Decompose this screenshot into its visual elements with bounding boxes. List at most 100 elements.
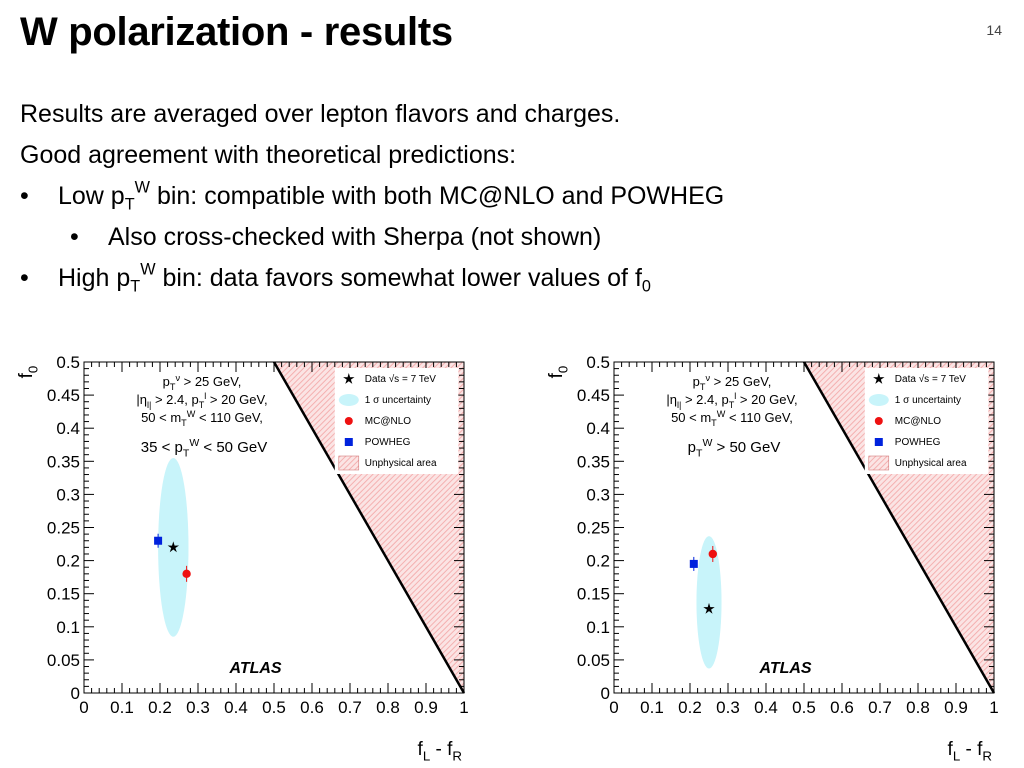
- bullet-low-pt: • Low pTW bin: compatible with both MC@NL…: [20, 176, 724, 217]
- legend-unphysical-marker: [338, 455, 360, 471]
- x-tick-label: 1: [459, 698, 468, 717]
- legend-ellipse-marker: [338, 394, 359, 406]
- legend-entry: Unphysical area: [895, 458, 967, 469]
- y-tick-label: 0.05: [47, 651, 80, 670]
- bullet-high-pt-post: bin: data favors somewhat lower values o…: [155, 264, 642, 292]
- x-tick-label: 0.4: [224, 698, 248, 717]
- x-tick-label: 0.7: [338, 698, 362, 717]
- x-tick-label: 0.3: [186, 698, 210, 717]
- y-tick-label: 0.15: [47, 585, 80, 604]
- legend-entry: MC@NLO: [365, 416, 411, 427]
- bullet-low-pt-sub: T: [124, 195, 135, 214]
- y-tick-label: 0.4: [56, 419, 80, 438]
- x-tick-label: 0.5: [792, 698, 816, 717]
- legend-powheg-marker: [344, 438, 353, 446]
- y-tick-label: 0.1: [586, 618, 610, 637]
- legend-entry: MC@NLO: [895, 416, 941, 427]
- legend-ellipse-marker: [868, 394, 889, 406]
- data-marker: [167, 541, 180, 553]
- bullet-high-pt-pre: High p: [58, 264, 131, 292]
- body-line-1: Results are averaged over lepton flavors…: [20, 100, 621, 128]
- slide-title: W polarization - results: [20, 10, 453, 54]
- y-tick-label: 0.1: [56, 618, 80, 637]
- bullet-dot: •: [20, 264, 29, 292]
- x-tick-label: 0.2: [148, 698, 172, 717]
- y-tick-label: 0.25: [47, 519, 80, 538]
- powheg-marker: [154, 536, 163, 545]
- legend-entry: POWHEG: [895, 437, 941, 448]
- body-line-2: Good agreement with theoretical predicti…: [20, 141, 517, 169]
- bullet-dot: •: [20, 182, 29, 210]
- x-tick-label: 0.2: [678, 698, 702, 717]
- legend-data-marker: [873, 373, 885, 384]
- y-tick-label: 0.25: [577, 519, 610, 538]
- bullet-dot: •: [70, 223, 79, 251]
- chart-svg: 0 0.1 0.2 0.3 0.4 0.5 0.6 0.7 0.8 0.9 1 0 0.05 0.1 0.1…: [546, 353, 999, 761]
- mcatnlo-marker: [708, 549, 717, 559]
- x-tick-label: 0.4: [754, 698, 778, 717]
- cut-text: |ηl| > 2.4, pTl > 20 GeV,: [666, 391, 797, 410]
- x-axis-label: fL - fR: [948, 739, 992, 761]
- plot-high-pt: 0 0.1 0.2 0.3 0.4 0.5 0.6 0.7 0.8 0.9 1 0 0.05 0.1 0.1…: [544, 346, 1024, 761]
- y-tick-label: 0.35: [577, 452, 610, 471]
- cut-text: 50 < mTW < 110 GeV,: [141, 409, 263, 428]
- x-tick-label: 0.8: [376, 698, 400, 717]
- x-axis-label: fL - fR: [418, 739, 462, 761]
- plot-low-pt: 0 0.1 0.2 0.3 0.4 0.5 0.6 0.7 0.8 0.9 1 0 0.05 0.1 0.1…: [14, 346, 494, 761]
- legend-data-marker: [343, 373, 355, 384]
- bullet-high-pt: • High pTW bin: data favors somewhat lowe…: [20, 258, 724, 299]
- y-tick-label: 0.45: [577, 386, 610, 405]
- legend-entry: Data √s = 7 TeV: [365, 373, 437, 385]
- cut-text: 50 < mTW < 110 GeV,: [671, 409, 793, 428]
- y-tick-label: 0.15: [577, 585, 610, 604]
- chart-svg: 0 0.1 0.2 0.3 0.4 0.5 0.6 0.7 0.8 0.9 1 0 0.05 0.1 0.1…: [16, 353, 469, 761]
- y-axis-label: f0: [16, 366, 41, 379]
- bullet-low-pt-post: bin: compatible with both MC@NLO and POW…: [150, 182, 725, 210]
- uncertainty-ellipse: [696, 536, 722, 669]
- x-tick-label: 0.3: [716, 698, 740, 717]
- y-tick-label: 0.35: [47, 452, 80, 471]
- slide-body: Results are averaged over lepton flavors…: [20, 94, 724, 299]
- cut-text: pTν > 25 GeV,: [693, 373, 772, 392]
- x-tick-label: 0.5: [262, 698, 286, 717]
- powheg-marker: [689, 559, 698, 568]
- pt-bin-label: pTW > 50 GeV: [688, 437, 781, 460]
- legend-unphysical-marker: [868, 455, 890, 471]
- y-tick-label: 0.5: [56, 353, 80, 372]
- y-tick-label: 0.3: [56, 485, 80, 504]
- experiment-label: ATLAS: [758, 660, 811, 677]
- y-tick-label: 0.05: [577, 651, 610, 670]
- x-tick-label: 1: [989, 698, 998, 717]
- y-axis-label: f0: [546, 366, 571, 379]
- bullet-high-pt-sub: T: [130, 277, 141, 296]
- x-tick-label: 0.9: [944, 698, 968, 717]
- legend-entry: 1 σ uncertainty: [895, 395, 961, 406]
- bullet-low-pt-pre: Low p: [58, 182, 125, 210]
- mcatnlo-marker: [182, 569, 191, 579]
- y-tick-label: 0.2: [56, 552, 80, 571]
- legend-mcatnlo-marker: [344, 417, 353, 425]
- slide-number: 14: [986, 22, 1002, 38]
- x-tick-label: 0.6: [830, 698, 854, 717]
- legend-entry: 1 σ uncertainty: [365, 395, 431, 406]
- legend-powheg-marker: [874, 438, 883, 446]
- subbullet-sherpa-text: Also cross-checked with Sherpa (not show…: [108, 223, 602, 251]
- y-tick-label: 0: [601, 684, 610, 703]
- cut-text: pTν > 25 GeV,: [163, 373, 242, 392]
- subbullet-sherpa: • Also cross-checked with Sherpa (not sho…: [20, 217, 724, 258]
- bullet-low-pt-sup: W: [134, 178, 150, 197]
- y-tick-label: 0.4: [586, 419, 610, 438]
- x-tick-label: 0.7: [868, 698, 892, 717]
- physical-boundary-line: [802, 361, 996, 694]
- legend-entry: POWHEG: [365, 437, 411, 448]
- cut-text: |ηl| > 2.4, pTl > 20 GeV,: [136, 391, 267, 410]
- legend-entry: Data √s = 7 TeV: [895, 373, 967, 385]
- physical-boundary-line: [272, 361, 466, 694]
- x-tick-label: 0.1: [110, 698, 134, 717]
- y-tick-label: 0.3: [586, 485, 610, 504]
- x-tick-label: 0.1: [640, 698, 664, 717]
- x-tick-label: 0.6: [300, 698, 324, 717]
- bullet-high-pt-sub2: 0: [641, 277, 651, 296]
- x-tick-label: 0: [609, 698, 618, 717]
- y-tick-label: 0.45: [47, 386, 80, 405]
